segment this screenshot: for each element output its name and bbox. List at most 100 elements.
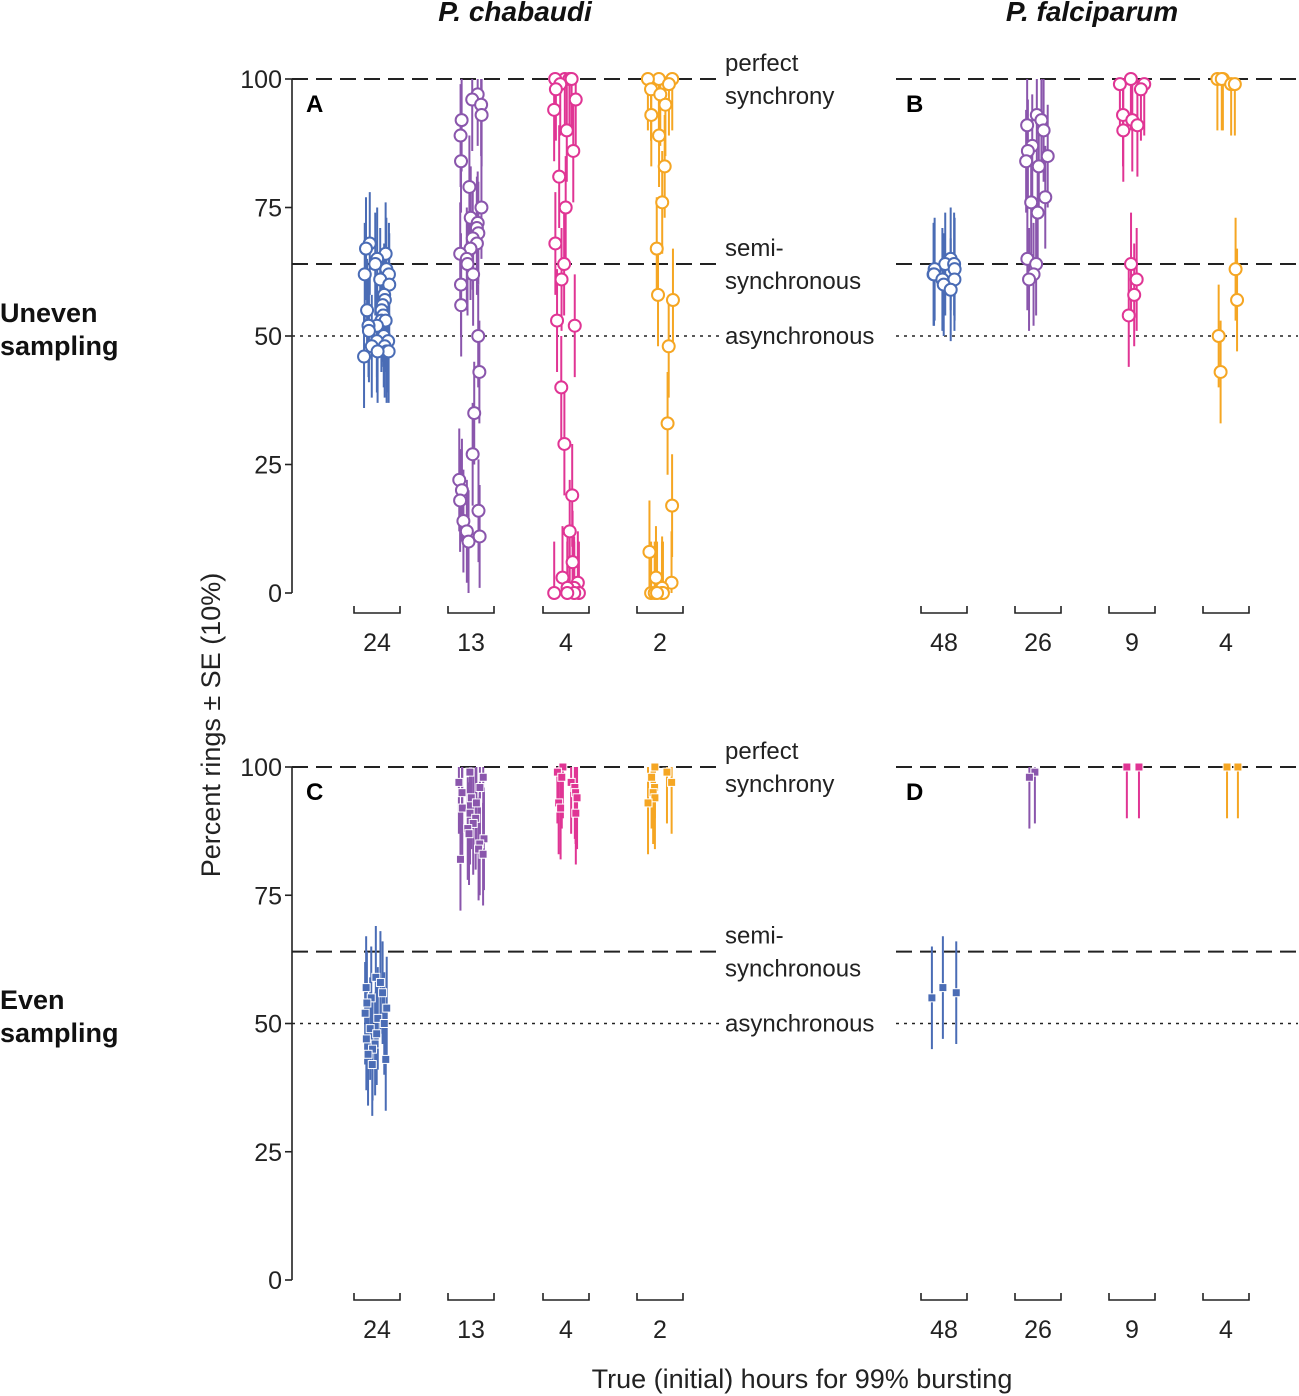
marks-layer	[357, 72, 1245, 1116]
point-A-4-18	[557, 436, 572, 451]
point-D-9-0	[1122, 762, 1132, 772]
series-A-13	[452, 79, 489, 593]
point-C-13-10	[468, 818, 478, 828]
point-A-2-9	[657, 159, 672, 174]
point-A-4-15	[550, 313, 565, 328]
series-A-4	[547, 72, 586, 600]
point-A-4-14	[554, 272, 569, 287]
point-A-13-21	[454, 298, 469, 313]
x-tick-label-A-4: 4	[559, 629, 573, 657]
point-A-2-13	[665, 293, 680, 308]
series-A-2	[640, 72, 680, 600]
point-B-9-2	[1112, 77, 1127, 92]
point-C-13-1	[478, 772, 488, 782]
point-A-2-16	[665, 498, 680, 513]
x-tick-label-C-4: 4	[559, 1316, 573, 1344]
point-C-24-11	[372, 1029, 382, 1039]
point-C-13-15	[474, 844, 484, 854]
point-C-4-2	[557, 772, 567, 782]
point-A-4-9	[566, 143, 581, 158]
series-C-24	[360, 926, 392, 1116]
ref-label-64-row-1-line-0: semi-	[725, 923, 784, 950]
point-A-2-14	[661, 339, 676, 354]
point-A-24-28	[370, 344, 385, 359]
point-A-2-15	[660, 416, 675, 431]
point-B-48-10	[943, 282, 958, 297]
point-B-4-5	[1228, 262, 1243, 277]
point-A-24-1	[358, 241, 373, 256]
point-C-2-1	[662, 767, 672, 777]
series-B-26	[1019, 79, 1055, 331]
point-B-26-9	[1038, 190, 1053, 205]
point-A-13-3	[474, 107, 489, 122]
x-bracket-D-9	[1108, 1293, 1156, 1301]
panel-letter-D: D	[906, 779, 923, 806]
point-C-24-16	[381, 1054, 391, 1064]
point-D-9-1	[1134, 762, 1144, 772]
point-A-13-29	[471, 503, 486, 518]
point-B-9-8	[1124, 257, 1139, 272]
point-C-2-7	[643, 798, 653, 808]
point-C-24-5	[362, 998, 372, 1008]
point-A-4-10	[552, 169, 567, 184]
point-A-13-23	[472, 364, 487, 379]
point-C-13-16	[478, 849, 488, 859]
point-A-4-29	[547, 586, 562, 600]
point-B-4-8	[1213, 364, 1228, 379]
point-A-2-11	[649, 241, 664, 256]
point-D-26-1	[1024, 772, 1034, 782]
point-C-24-9	[379, 1019, 389, 1028]
point-D-48-0	[938, 983, 948, 993]
point-A-2-10	[655, 195, 670, 210]
y-tick-label-100-row-1: 100	[240, 754, 282, 782]
y-tick-label-75-row-0: 75	[254, 195, 282, 223]
point-C-13-0	[465, 767, 475, 777]
x-bracket-C-2	[636, 1293, 684, 1301]
ref-label-50-row-1-line-0: asynchronous	[725, 1011, 874, 1038]
col-title-p-chabaudi: P. chabaudi	[438, 0, 593, 27]
x-axis-title: True (initial) hours for 99% bursting	[592, 1364, 1013, 1394]
point-A-4-5	[548, 82, 563, 97]
point-C-13-12	[464, 829, 474, 839]
point-A-24-7	[357, 267, 372, 282]
point-C-13-2	[454, 777, 464, 787]
point-C-24-3	[378, 988, 388, 998]
point-C-4-9	[571, 808, 581, 818]
point-C-4-0	[558, 762, 568, 772]
point-D-48-1	[951, 988, 961, 998]
point-B-4-7	[1211, 329, 1226, 343]
x-bracket-A-2	[636, 606, 684, 614]
x-tick-label-A-13: 13	[457, 629, 485, 657]
point-A-13-8	[474, 200, 489, 215]
x-bracket-D-26	[1014, 1293, 1062, 1301]
x-tick-label-B-9: 9	[1125, 629, 1139, 657]
point-C-13-7	[457, 803, 467, 813]
y-tick-label-100-row-0: 100	[240, 66, 282, 94]
point-A-24-4	[368, 257, 383, 272]
axes-layer: perfect synchrony semi-synchronous asynchro…	[240, 50, 1298, 1344]
ref-label-100-row-1-line-1: synchrony	[725, 771, 834, 798]
point-C-2-6	[650, 793, 660, 803]
point-B-4-4	[1227, 77, 1242, 92]
x-tick-label-D-48: 48	[930, 1316, 958, 1344]
series-B-9	[1112, 72, 1152, 367]
row-label-uneven-line-0: Uneven	[0, 298, 98, 328]
point-B-26-3	[1036, 123, 1051, 138]
series-D-4	[1222, 762, 1243, 819]
point-A-13-20	[453, 277, 468, 292]
y-axis-title: Percent rings ± SE (10%)	[196, 573, 226, 877]
series-D-48	[927, 936, 961, 1050]
point-A-4-21	[565, 555, 580, 570]
point-C-4-6	[572, 793, 582, 803]
point-B-26-2	[1020, 118, 1035, 133]
point-A-4-19	[565, 488, 580, 503]
point-C-4-8	[556, 803, 566, 813]
point-C-24-17	[367, 1060, 377, 1070]
y-tick-label-75-row-1: 75	[254, 882, 282, 910]
x-tick-label-C-24: 24	[363, 1316, 391, 1344]
point-B-9-7	[1116, 123, 1131, 138]
point-C-13-6	[471, 798, 481, 808]
point-A-13-25	[465, 447, 480, 462]
